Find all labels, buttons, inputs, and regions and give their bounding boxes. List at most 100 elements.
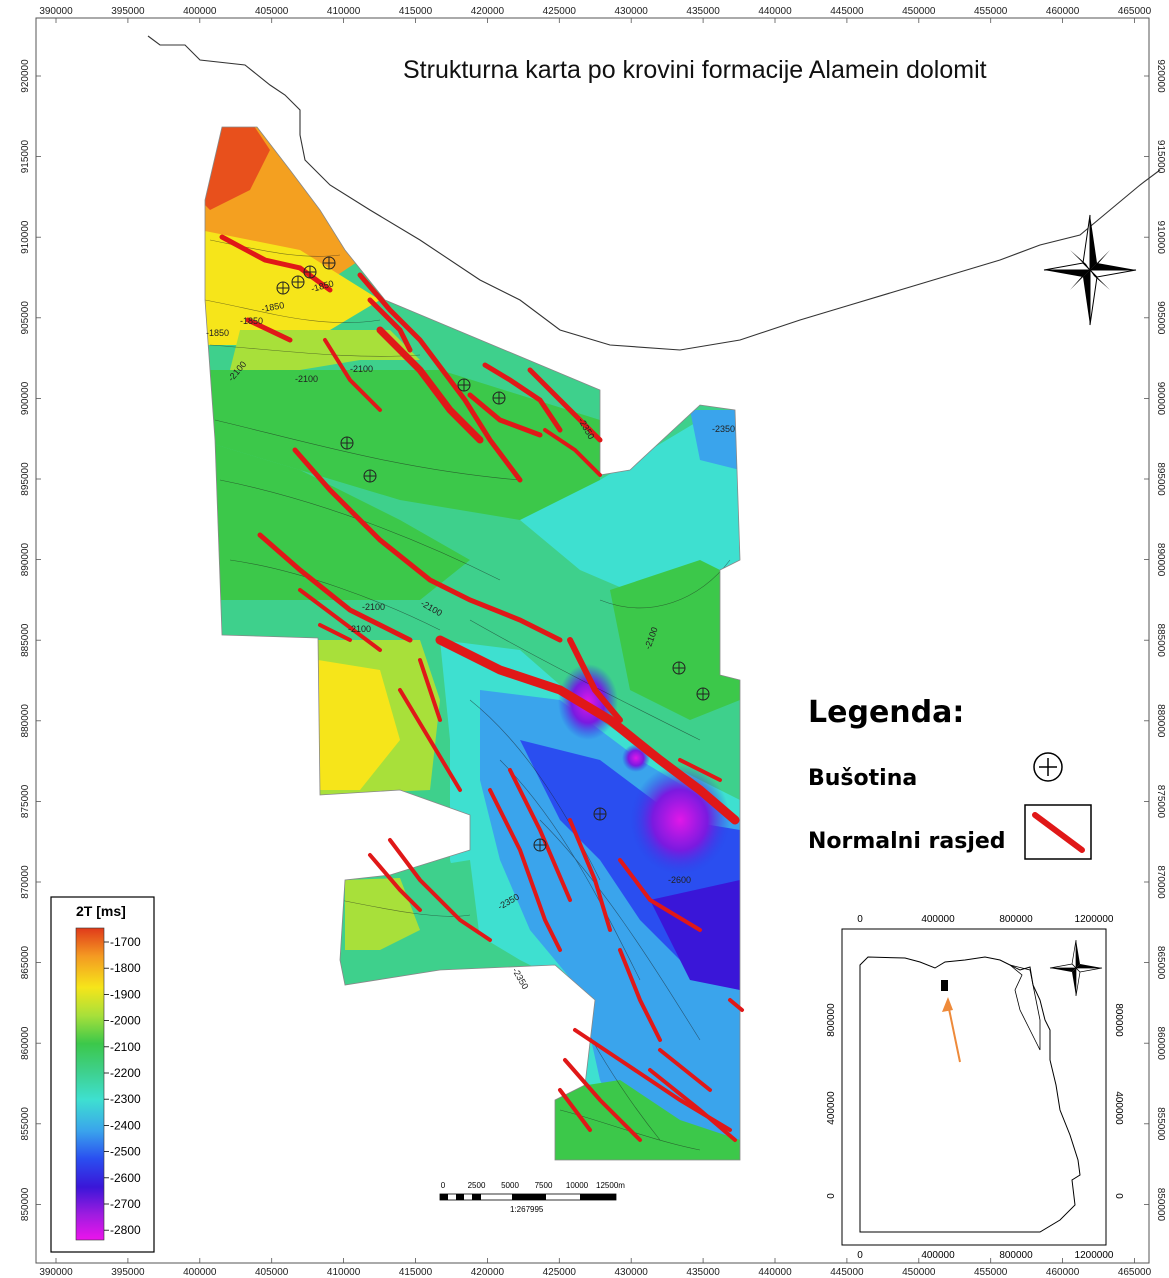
x-tick-label: 395000	[111, 6, 145, 17]
y-tick-label: 895000	[20, 462, 31, 496]
inset-x-label: 1200000	[1075, 914, 1114, 925]
legend-title: Legenda:	[808, 695, 964, 730]
scale-label: 10000	[566, 1181, 589, 1190]
x-tick-label: 430000	[615, 6, 649, 17]
x-tick-label: 425000	[543, 6, 577, 17]
legend-fault-label: Normalni rasjed	[808, 829, 1006, 854]
y-tick-label: 855000	[1155, 1107, 1166, 1141]
inset-x-label: 1200000	[1075, 1250, 1114, 1261]
y-tick-label: 895000	[1155, 462, 1166, 496]
y-tick-label: 880000	[20, 704, 31, 738]
fault-line	[323, 338, 382, 412]
y-tick-label: 890000	[20, 542, 31, 576]
colorbar: 2T [ms] -1700 -1800 -1900 -2000 -2100 -2200 -2…	[50, 896, 155, 1253]
fault-line	[367, 297, 413, 353]
map-outline	[204, 126, 741, 1161]
inset-frame	[841, 928, 1107, 1246]
y-tick-label: 900000	[20, 381, 31, 415]
colorbar-label: -2000	[110, 1014, 141, 1028]
fault-line	[298, 588, 382, 652]
colorbar-label: -2500	[110, 1145, 141, 1159]
map-title: Strukturna karta po krovini formacije Al…	[403, 56, 987, 84]
fault-line	[568, 818, 612, 932]
inset-y-label: 400000	[826, 1091, 837, 1125]
fault-line	[398, 688, 462, 792]
fault-line	[508, 768, 572, 902]
compass-rose-icon	[1049, 939, 1103, 997]
y-tick-label: 870000	[20, 865, 31, 899]
y-tick-label: 850000	[1155, 1188, 1166, 1222]
y-tick-label: 850000	[20, 1187, 31, 1221]
y-tick-label: 875000	[20, 784, 31, 818]
well-marker-icon	[672, 661, 686, 675]
coastline	[147, 35, 1161, 351]
y-tick-label: 915000	[1155, 140, 1166, 174]
inset-x-label: 0	[857, 914, 863, 925]
colorbar-label: -2600	[110, 1171, 141, 1185]
inset-sinai-outline	[1009, 964, 1041, 1051]
y-tick-label: 905000	[1155, 301, 1166, 335]
fault-line	[527, 367, 603, 443]
scale-bar: 0 2500 5000 7500 10000 12500m 1:267995	[439, 1181, 625, 1214]
inset-study-area	[941, 980, 948, 991]
x-tick-label: 460000	[1046, 1267, 1080, 1278]
fault-line	[678, 758, 722, 782]
y-tick-label: 920000	[1155, 59, 1166, 93]
x-tick-label: 455000	[974, 6, 1008, 17]
inset-x-label: 400000	[921, 914, 955, 925]
inset-x-label: 400000	[921, 1250, 955, 1261]
y-tick-label: 910000	[20, 220, 31, 254]
contour-label: -2350	[510, 966, 530, 991]
scale-label: 12500m	[596, 1181, 625, 1190]
contour-label: -2100	[350, 364, 373, 374]
legend-well-label: Bušotina	[808, 766, 917, 791]
inset-map: 0 0 400000 400000 800000 800000 1200000 1200000…	[826, 914, 1124, 1261]
x-tick-label: 445000	[830, 1267, 864, 1278]
fault-line	[219, 234, 333, 293]
contour-label: -2100	[362, 602, 385, 612]
well-marker-icon	[303, 265, 317, 279]
contour-label: -1850	[261, 300, 285, 314]
x-tick-label: 440000	[758, 1267, 792, 1278]
location-arrow-head	[942, 997, 953, 1012]
well-marker-icon	[340, 436, 354, 450]
well-marker-icon	[322, 256, 336, 270]
x-tick-label: 435000	[686, 6, 720, 17]
fault-line	[482, 362, 563, 433]
colorbar-label: -2300	[110, 1092, 141, 1106]
structure-map-surface	[205, 127, 740, 1160]
y-tick-label: 865000	[1155, 946, 1166, 980]
fault-line	[658, 1048, 712, 1092]
colorbar-label: -1700	[110, 935, 141, 949]
fault-line	[567, 637, 623, 723]
fault-line	[728, 998, 744, 1012]
y-tick-label: 900000	[1155, 382, 1166, 416]
colorbar-label: -1900	[110, 987, 141, 1001]
x-tick-label: 465000	[1118, 1267, 1152, 1278]
y-tick-label: 870000	[1155, 865, 1166, 899]
x-tick-label: 405000	[255, 6, 289, 17]
y-tick-label: 920000	[20, 59, 31, 93]
inset-y-label: 800000	[1113, 1003, 1124, 1037]
x-tick-label: 465000	[1118, 6, 1152, 17]
colorbar-label: -2700	[110, 1197, 141, 1211]
inset-x-label: 800000	[999, 914, 1033, 925]
contour-label: -2100	[348, 624, 371, 634]
fault-line	[618, 858, 702, 932]
fault-line	[563, 1058, 642, 1142]
fault-line	[618, 948, 662, 1042]
fault-line	[558, 1088, 592, 1132]
inset-y-label: 0	[1113, 1193, 1124, 1199]
x-tick-label: 390000	[39, 6, 73, 17]
fault-line-icon	[1032, 812, 1085, 853]
x-tick-label: 420000	[471, 6, 505, 17]
well-marker-icon	[1033, 752, 1063, 782]
x-tick-label: 405000	[255, 1267, 289, 1278]
scale-label: 0	[441, 1181, 446, 1190]
y-tick-label: 880000	[1155, 704, 1166, 738]
x-tick-label: 450000	[902, 1267, 936, 1278]
well-marker-icon	[276, 281, 290, 295]
colorbar-label: -1800	[110, 961, 141, 975]
x-tick-label: 430000	[615, 1267, 649, 1278]
